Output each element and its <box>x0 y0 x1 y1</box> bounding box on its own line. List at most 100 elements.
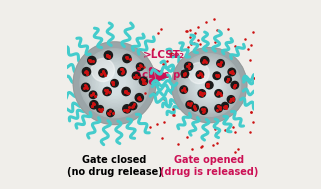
Circle shape <box>77 46 152 120</box>
Circle shape <box>123 105 131 113</box>
Circle shape <box>201 57 209 65</box>
Circle shape <box>129 102 137 110</box>
Circle shape <box>87 56 142 111</box>
Circle shape <box>123 54 131 63</box>
Circle shape <box>225 76 231 83</box>
Circle shape <box>105 74 124 93</box>
Circle shape <box>94 63 135 104</box>
Circle shape <box>186 61 233 109</box>
Circle shape <box>111 80 118 87</box>
Circle shape <box>188 64 230 106</box>
Circle shape <box>79 47 150 119</box>
Circle shape <box>84 53 145 114</box>
Circle shape <box>139 77 148 85</box>
Text: (no drug release): (no drug release) <box>67 167 162 177</box>
Circle shape <box>181 70 189 78</box>
Circle shape <box>99 69 107 77</box>
Circle shape <box>91 58 115 82</box>
Circle shape <box>205 81 213 89</box>
Circle shape <box>98 67 131 100</box>
Circle shape <box>179 55 239 115</box>
Circle shape <box>204 80 214 90</box>
Circle shape <box>198 74 221 96</box>
Circle shape <box>92 61 136 105</box>
Circle shape <box>86 54 143 112</box>
Circle shape <box>135 94 143 102</box>
Circle shape <box>228 68 236 76</box>
Circle shape <box>76 45 153 122</box>
Circle shape <box>108 76 121 90</box>
Circle shape <box>180 86 187 93</box>
Circle shape <box>174 50 244 120</box>
Circle shape <box>193 69 226 101</box>
Circle shape <box>82 50 148 116</box>
Text: (drug is released): (drug is released) <box>160 167 258 177</box>
Circle shape <box>80 49 149 118</box>
Circle shape <box>90 101 98 109</box>
Circle shape <box>101 70 128 97</box>
Circle shape <box>215 90 222 97</box>
Circle shape <box>213 72 221 80</box>
Circle shape <box>197 73 222 98</box>
Circle shape <box>97 65 133 101</box>
Circle shape <box>136 63 144 70</box>
Circle shape <box>173 49 246 121</box>
Circle shape <box>222 102 229 109</box>
Circle shape <box>192 104 198 111</box>
Circle shape <box>199 75 219 95</box>
Circle shape <box>186 101 194 108</box>
Circle shape <box>187 63 232 108</box>
Circle shape <box>176 51 243 119</box>
Circle shape <box>192 68 227 103</box>
Circle shape <box>91 60 138 107</box>
Circle shape <box>102 71 127 96</box>
Circle shape <box>203 79 215 91</box>
Circle shape <box>82 83 90 91</box>
Circle shape <box>122 87 130 96</box>
Circle shape <box>194 70 224 100</box>
Circle shape <box>100 68 130 98</box>
Text: Gate opened: Gate opened <box>174 156 244 166</box>
Circle shape <box>112 81 117 86</box>
Circle shape <box>88 57 141 109</box>
Circle shape <box>201 76 218 94</box>
Circle shape <box>110 79 119 87</box>
Circle shape <box>103 87 111 96</box>
Circle shape <box>113 82 116 85</box>
Circle shape <box>185 62 193 70</box>
Text: Acidic pH: Acidic pH <box>134 70 189 80</box>
Circle shape <box>73 42 156 125</box>
Circle shape <box>177 53 242 118</box>
Circle shape <box>195 71 223 99</box>
Circle shape <box>196 71 204 78</box>
Circle shape <box>178 54 240 116</box>
Circle shape <box>75 43 154 123</box>
Circle shape <box>107 109 114 117</box>
Circle shape <box>172 48 247 123</box>
Circle shape <box>217 60 224 67</box>
Text: PP2: PP2 <box>169 53 185 59</box>
Circle shape <box>188 63 209 84</box>
Circle shape <box>88 56 96 65</box>
Circle shape <box>118 67 126 76</box>
Circle shape <box>132 72 140 80</box>
Circle shape <box>205 81 213 89</box>
Circle shape <box>184 60 234 110</box>
Circle shape <box>90 58 139 108</box>
Circle shape <box>207 83 212 88</box>
Circle shape <box>109 78 120 89</box>
Circle shape <box>208 84 211 86</box>
Circle shape <box>227 96 235 103</box>
Text: >LCST: >LCST <box>143 50 180 60</box>
Circle shape <box>83 52 146 115</box>
Text: Gate closed: Gate closed <box>82 156 147 166</box>
Circle shape <box>73 42 156 125</box>
Circle shape <box>198 90 205 97</box>
Circle shape <box>202 78 217 93</box>
Circle shape <box>191 66 228 104</box>
Circle shape <box>231 81 239 89</box>
Circle shape <box>104 51 112 59</box>
Circle shape <box>215 105 222 112</box>
Circle shape <box>104 72 126 94</box>
Circle shape <box>95 64 134 102</box>
